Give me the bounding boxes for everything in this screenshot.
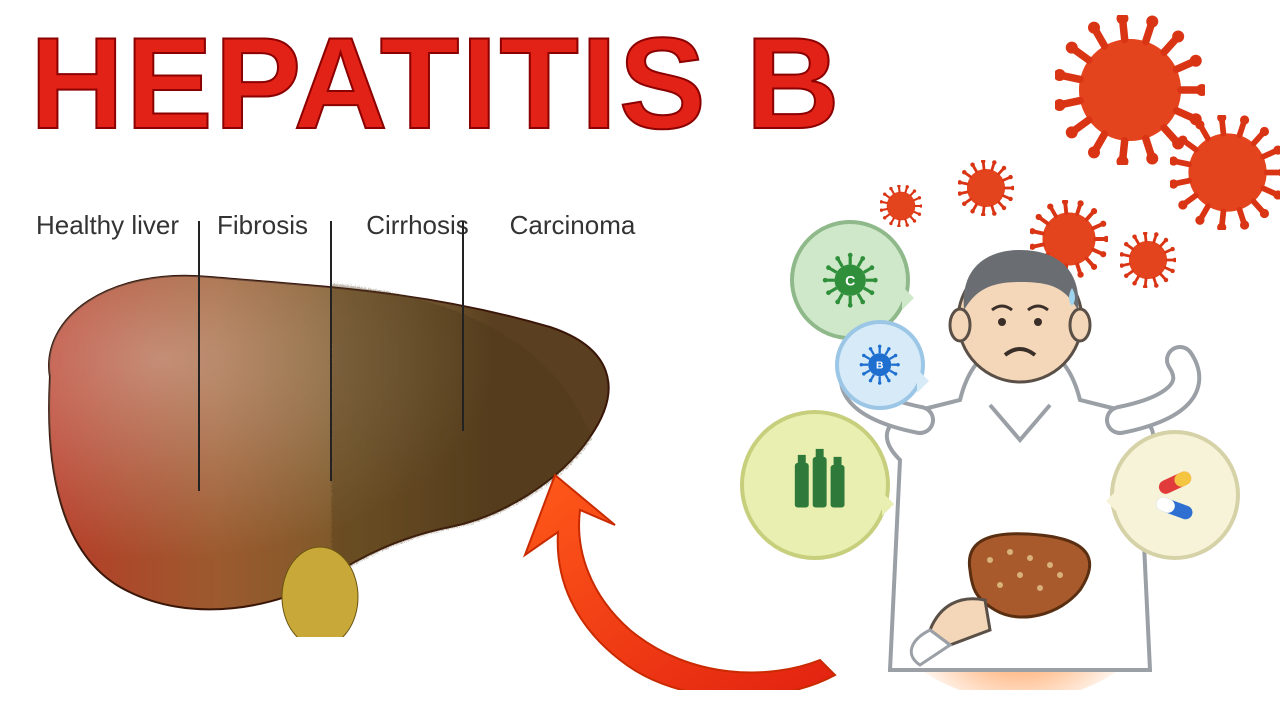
stage-label-healthy: Healthy liver (30, 210, 185, 247)
liver-stage-labels: Healthy liver Fibrosis Cirrhosis Carcino… (30, 210, 650, 247)
bubble-virus-b: B (835, 320, 925, 410)
svg-text:C: C (845, 272, 855, 288)
svg-text:B: B (876, 361, 883, 372)
stage-divider-2 (330, 221, 332, 481)
bubble-pills (1110, 430, 1240, 560)
page-title: HEPATITIS B (30, 8, 842, 158)
arrow-icon (520, 470, 840, 690)
stage-label-fibrosis: Fibrosis (185, 210, 340, 247)
stage-label-carcinoma: Carcinoma (495, 210, 650, 247)
stage-label-cirrhosis: Cirrhosis (340, 210, 495, 247)
stage-divider-1 (198, 221, 200, 491)
virus-particle-3 (958, 160, 1014, 216)
stage-divider-3 (462, 221, 464, 431)
